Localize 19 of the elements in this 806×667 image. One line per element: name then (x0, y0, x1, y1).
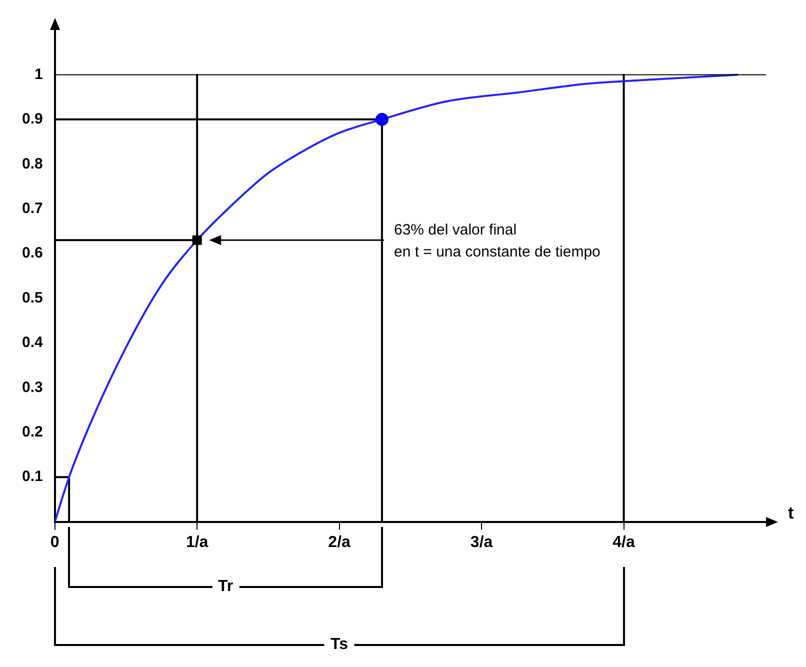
text: Tr (212, 578, 240, 596)
y-tick-label: 0.6 (22, 244, 43, 262)
y-tick-label: 0.9 (22, 110, 43, 128)
x-tick-label: 2/a (328, 534, 351, 551)
y-tick-label: 0.2 (22, 424, 43, 441)
y-tick-label: 0.3 (22, 378, 43, 396)
y-tick-label: 0.7 (22, 200, 43, 217)
x-tick-label: 4/a (612, 534, 635, 551)
x-axis-title: t (788, 503, 794, 522)
text: Ts (324, 636, 354, 654)
y-tick-label: 1 (34, 66, 43, 83)
x-tick-label: 0 (50, 534, 60, 551)
y-tick-label: 0.4 (22, 334, 44, 352)
x-tick-label: 1/a (186, 534, 208, 551)
y-tick-label: 0.8 (22, 155, 43, 172)
x-tick-label: 3/a (470, 534, 493, 551)
y-tick-label: 0.1 (22, 468, 43, 486)
y-tick-label: 0.5 (22, 289, 43, 306)
annotation: 63% del valor final en t = una constante de tiempo (394, 221, 600, 260)
